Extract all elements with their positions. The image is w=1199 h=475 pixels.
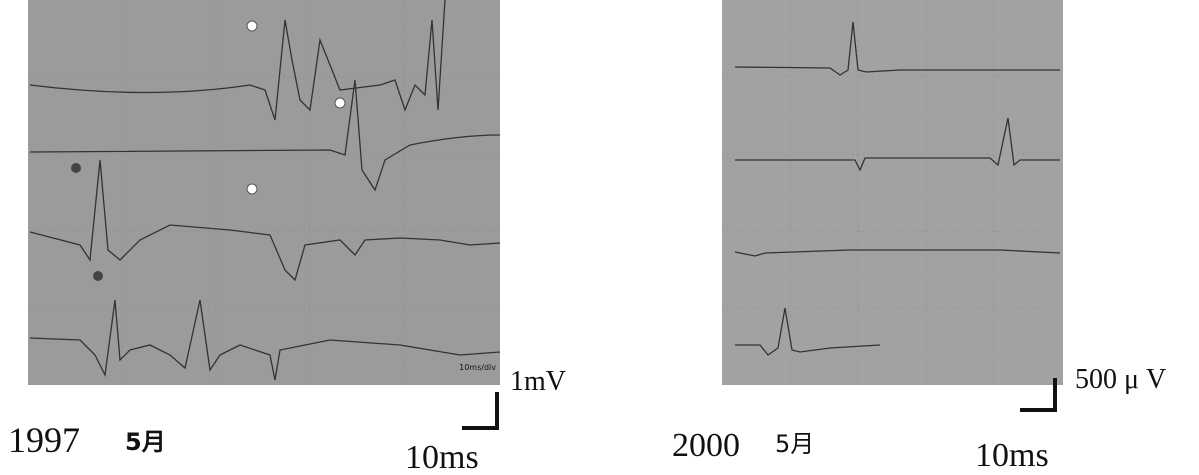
figure: 10ms/div 1mV 10ms 1997 5月 500 μ V 10ms 2… bbox=[0, 0, 1199, 475]
right-trace-panel bbox=[722, 0, 1063, 385]
right-year: 2000 bbox=[672, 427, 740, 464]
left-month: 5月 bbox=[125, 428, 166, 456]
right-time-scale: 10ms bbox=[975, 437, 1049, 474]
left-amplitude-scale: 1mV bbox=[510, 366, 566, 397]
left-trace-panel bbox=[28, 0, 500, 385]
left-scale-bar bbox=[462, 392, 497, 428]
right-amplitude-scale: 500 μ V bbox=[1075, 364, 1166, 395]
division-label: 10ms/div bbox=[459, 363, 496, 372]
left-time-scale: 10ms bbox=[405, 439, 479, 475]
left-year: 1997 bbox=[8, 420, 80, 460]
right-month: 5月 bbox=[775, 430, 814, 458]
